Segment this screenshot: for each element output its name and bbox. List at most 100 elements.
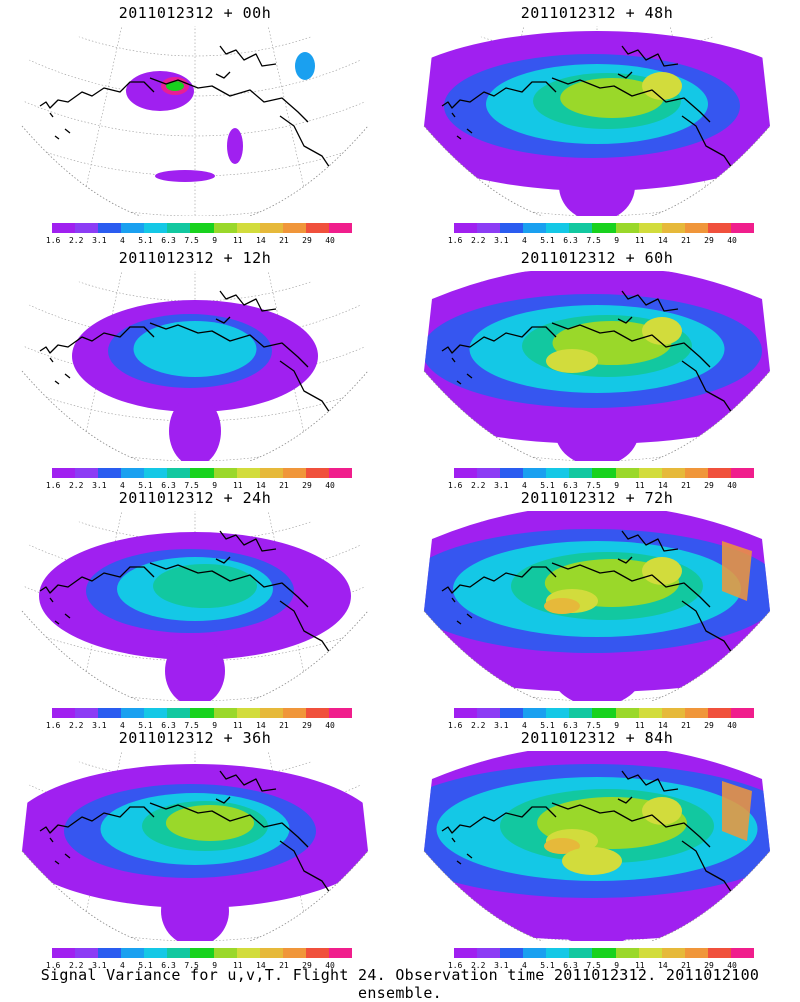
- colorbar-segment: [707, 223, 731, 233]
- colorbar-segment: [144, 948, 168, 958]
- colorbar-segment: [523, 708, 547, 718]
- colorbar-tick-label: 7.5: [586, 236, 601, 245]
- map-frame: [21, 850, 369, 941]
- colorbar-segment: [730, 468, 755, 478]
- colorbar-tick-label: 14: [658, 721, 668, 730]
- colorbar-tick-label: 6.3: [161, 481, 176, 490]
- colorbar-tick-label: 9: [614, 961, 620, 970]
- panel-00h: 2011012312 + 00h 1.6 2.2 3.1 4 5.1 6.3 7.5 9 11 1…: [5, 0, 385, 245]
- colorbar-tick-label: 6.3: [563, 481, 578, 490]
- colorbar-tick-label: 21: [681, 481, 691, 490]
- colorbar-segment: [730, 708, 755, 718]
- colorbar-segment: [546, 708, 570, 718]
- colorbar-tick-label: 11: [232, 721, 243, 730]
- panel-84h: 2011012312 + 84h 1.6 2.2 3.1 4 5.1 6.3 7.5 9 11 1…: [407, 725, 787, 970]
- colorbar-segment: [236, 223, 260, 233]
- colorbar-ticks: 1.6 2.2 3.1 4 5.1 6.3 7.5 9 11 14 21 29 40: [448, 721, 754, 731]
- colorbar-tick-label: 6.3: [161, 721, 176, 730]
- colorbar-tick-label: 21: [681, 721, 691, 730]
- map: [423, 271, 771, 461]
- colorbar-tick-label: 5.1: [540, 481, 555, 490]
- colorbar-segment: [661, 708, 685, 718]
- colorbar-tick-label: 21: [279, 481, 289, 490]
- colorbar-segment: [75, 708, 99, 718]
- colorbar-segment: [500, 468, 524, 478]
- colorbar-tick-label: 1.6: [447, 721, 463, 730]
- colorbar-ticks: 1.6 2.2 3.1 4 5.1 6.3 7.5 9 11 14 21 29 40: [46, 481, 352, 491]
- colorbar-segment: [259, 948, 283, 958]
- colorbar-segment: [52, 468, 76, 478]
- colorbar-tick-label: 11: [634, 481, 645, 490]
- colorbar-tick-label: 6.3: [161, 236, 176, 245]
- map-frame: [21, 370, 369, 461]
- colorbar-segment: [615, 948, 639, 958]
- colorbar-tick-label: 3.1: [92, 481, 107, 490]
- colorbar-tick-label: 11: [634, 236, 645, 245]
- colorbar-segment: [615, 223, 639, 233]
- colorbar-segment: [661, 223, 685, 233]
- colorbar-segment: [707, 948, 731, 958]
- colorbar-tick-label: 40: [727, 481, 737, 490]
- colorbar-segment: [615, 708, 639, 718]
- colorbar-segment: [190, 948, 214, 958]
- colorbar-tick-label: 29: [704, 961, 714, 970]
- panel-title: 2011012312 + 72h: [520, 489, 674, 507]
- map: [423, 751, 771, 941]
- colorbar-tick-label: 2.2: [470, 721, 486, 730]
- colorbar-segment: [305, 948, 329, 958]
- colorbar-tick-label: 5.1: [138, 721, 153, 730]
- colorbar-segment: [638, 708, 662, 718]
- colorbar-segment: [190, 223, 214, 233]
- colorbar-segment: [52, 223, 76, 233]
- colorbar-segment: [684, 468, 708, 478]
- colorbar-tick-label: 7.5: [184, 236, 199, 245]
- panel-title: 2011012312 + 12h: [118, 249, 272, 267]
- colorbar-segment: [236, 468, 260, 478]
- colorbar-tick-label: 4: [119, 721, 125, 730]
- colorbar-segment: [167, 223, 191, 233]
- colorbar-tick-label: 6.3: [563, 961, 578, 970]
- colorbar-tick-label: 4: [119, 961, 125, 970]
- colorbar-segment: [282, 708, 306, 718]
- variance-field: [424, 271, 770, 461]
- colorbar-tick-label: 40: [325, 236, 335, 245]
- colorbar: [454, 223, 755, 233]
- variance-field: [39, 532, 351, 701]
- colorbar-tick-label: 3.1: [92, 961, 107, 970]
- colorbar-tick-label: 7.5: [586, 481, 601, 490]
- colorbar-tick-label: 5.1: [540, 721, 555, 730]
- colorbar-segment: [305, 708, 329, 718]
- colorbar-segment: [661, 468, 685, 478]
- colorbar-ticks: 1.6 2.2 3.1 4 5.1 6.3 7.5 9 11 14 21 29 40: [46, 721, 352, 731]
- colorbar-tick-label: 4: [521, 961, 527, 970]
- colorbar-segment: [213, 948, 237, 958]
- colorbar-segment: [144, 708, 168, 718]
- colorbar-ticks: 1.6 2.2 3.1 4 5.1 6.3 7.5 9 11 14 21 29 40: [448, 481, 754, 491]
- colorbar-tick-label: 40: [325, 961, 335, 970]
- colorbar-tick-label: 21: [279, 236, 289, 245]
- panel-title: 2011012312 + 84h: [520, 729, 674, 747]
- colorbar-segment: [569, 468, 593, 478]
- colorbar-tick-label: 9: [212, 236, 218, 245]
- map: [21, 271, 369, 461]
- colorbar-segment: [213, 468, 237, 478]
- colorbar-segment: [98, 948, 122, 958]
- colorbar-segment: [684, 708, 708, 718]
- colorbar-segment: [523, 948, 547, 958]
- colorbar-segment: [328, 708, 353, 718]
- colorbar-segment: [144, 223, 168, 233]
- colorbar-tick-label: 14: [256, 236, 266, 245]
- colorbar-tick-label: 1.6: [45, 481, 61, 490]
- colorbar-segment: [236, 948, 260, 958]
- colorbar-tick-label: 3.1: [92, 721, 107, 730]
- colorbar-segment: [98, 708, 122, 718]
- colorbar-segment: [236, 708, 260, 718]
- panel-title: 2011012312 + 36h: [118, 729, 272, 747]
- panel-title: 2011012312 + 24h: [118, 489, 272, 507]
- colorbar-tick-label: 1.6: [45, 236, 61, 245]
- colorbar-tick-label: 1.6: [45, 721, 61, 730]
- map-frame: [21, 610, 369, 701]
- colorbar-segment: [454, 468, 478, 478]
- colorbar-segment: [75, 223, 99, 233]
- map-frame: [21, 125, 369, 216]
